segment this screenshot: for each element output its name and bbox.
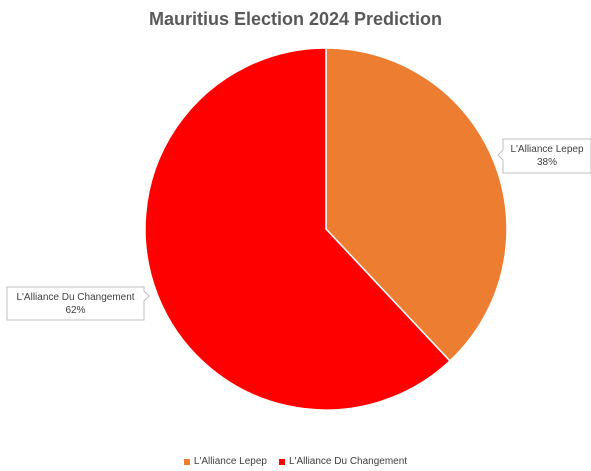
legend-item-changement: L'Alliance Du Changement: [278, 456, 408, 467]
data-label-box-changement: [6, 286, 150, 321]
legend: L'Alliance Lepep L'Alliance Du Changemen…: [0, 456, 591, 467]
chart-title: Mauritius Election 2024 Prediction: [148, 9, 443, 29]
pie-slice-changement: [144, 47, 451, 411]
legend-swatch-changement: [278, 458, 285, 465]
data-label-box-lepep: [497, 138, 591, 174]
data-label-value-lepep: 38%: [537, 157, 557, 168]
data-label-name-lepep: L'Alliance Lepep: [510, 144, 584, 155]
data-label-value-changement: 62%: [65, 305, 85, 316]
data-label-name-changement: L'Alliance Du Changement: [16, 292, 134, 303]
legend-item-lepep: L'Alliance Lepep: [183, 456, 267, 467]
legend-swatch-lepep: [183, 458, 190, 465]
legend-label-changement: L'Alliance Du Changement: [288, 456, 408, 467]
legend-label-lepep: L'Alliance Lepep: [193, 456, 267, 467]
pie-slice-lepep: [325, 47, 508, 363]
